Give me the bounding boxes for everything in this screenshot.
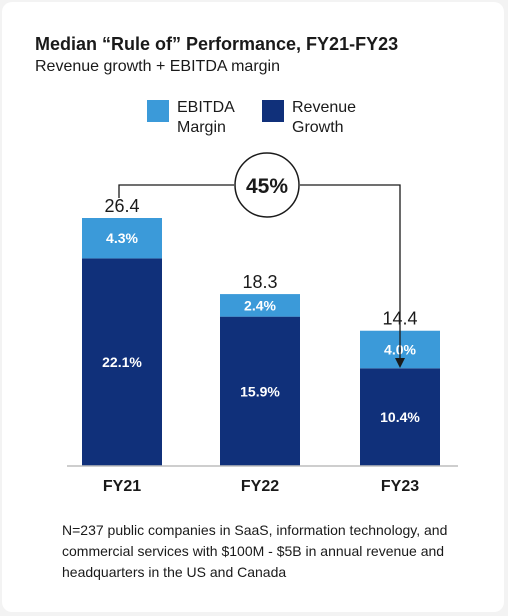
legend-swatch-ebitda [147,100,169,122]
bar-fy21-ebitda [82,218,162,259]
chart-title: Median “Rule of” Performance, FY21-FY23 [35,34,399,54]
annotation-arrowhead [395,358,405,368]
bar-fy21-revenue [82,258,162,466]
annotation-label: 45% [246,175,288,198]
legend-item-revenue: Revenue Growth [262,98,382,138]
legend-item-ebitda: EBITDA Margin [147,98,267,138]
x-tick-fy23: FY23 [381,478,419,495]
annotation-circle [234,152,300,218]
data-label-fy21-revenue: 22.1% [102,354,142,370]
legend: EBITDA Margin Revenue Growth [2,98,504,142]
legend-label-ebitda: EBITDA Margin [177,99,234,136]
bar-fy22-revenue [220,316,300,466]
data-label-fy21-ebitda: 4.3% [106,230,138,246]
chart-subtitle: Revenue growth + EBITDA margin [35,58,281,75]
stacked-bar-chart: 22.1% 4.3% 26.4 FY21 15.9% 2.4% 18.3 FY22 10.4% 4… [67,152,458,495]
bar-fy22-ebitda [220,294,300,317]
data-label-fy22-revenue: 15.9% [240,383,280,399]
chart-card: Median “Rule of” Performance, FY21-FY23 … [2,2,504,612]
total-label-fy22: 18.3 [242,272,277,292]
footnote: N=237 public companies in SaaS, informat… [62,522,448,580]
x-tick-fy22: FY22 [241,478,279,495]
annotation-bracket [118,184,401,362]
legend-label-revenue: Revenue Growth [292,99,357,136]
bar-fy23-revenue [360,368,440,466]
legend-swatch-revenue [262,100,284,122]
data-label-fy22-ebitda: 2.4% [244,297,276,313]
x-tick-fy21: FY21 [103,478,141,495]
data-label-fy23-revenue: 10.4% [380,409,420,425]
total-label-fy21: 26.4 [104,196,139,216]
